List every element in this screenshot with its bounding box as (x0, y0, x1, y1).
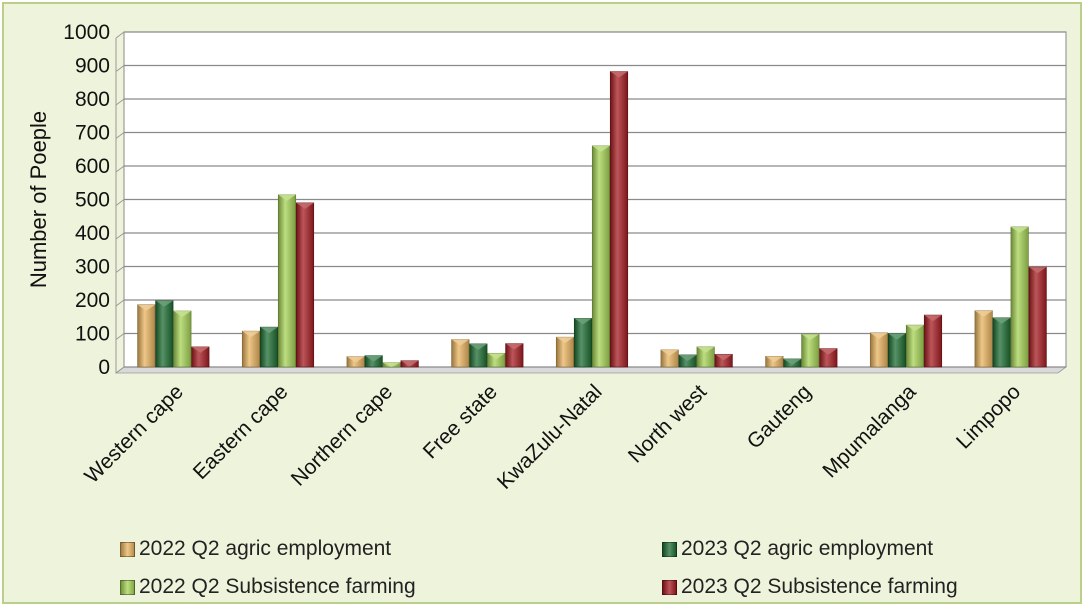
gridline-depth (115, 165, 125, 173)
bar (1028, 266, 1047, 368)
gridline-depth (115, 266, 125, 273)
bar-cap (870, 332, 888, 339)
bar-cap (155, 300, 174, 307)
x-tick-label: KwaZulu-Natal (493, 380, 607, 494)
bar (609, 71, 629, 368)
x-tick-label: Mpumalanga (818, 380, 920, 482)
bar-cap (487, 353, 506, 360)
bar-cap (400, 360, 419, 367)
bar-cap (1010, 226, 1029, 233)
y-tick-label: 900 (75, 55, 110, 78)
bar-cap (992, 317, 1011, 324)
bar-cap (714, 354, 733, 361)
bar (173, 310, 192, 368)
bar-cap (1028, 267, 1047, 274)
bar-cap (696, 346, 715, 353)
bar-cap (924, 315, 942, 322)
bar-cap (242, 331, 260, 338)
y-tick-label: 700 (75, 122, 110, 145)
bar-cap (137, 304, 156, 311)
gridline-depth (115, 31, 125, 39)
bar-cap (505, 343, 524, 350)
bar-cap (451, 339, 470, 346)
bar (923, 314, 943, 368)
bar-cap (888, 333, 906, 340)
bar (974, 310, 993, 368)
x-tick-label: Free state (419, 380, 502, 463)
y-tick-label: 100 (75, 323, 110, 346)
gridline-depth (115, 199, 125, 206)
bar-cap (556, 337, 574, 344)
bar-cap (191, 346, 210, 353)
bar-cap (801, 334, 820, 341)
gridline-depth (115, 232, 125, 240)
bar-cap (296, 202, 314, 209)
bar (155, 300, 174, 368)
bar-cap (364, 355, 383, 362)
bar-cap (660, 349, 679, 356)
y-tick-label: 500 (75, 189, 110, 212)
bar (295, 202, 315, 368)
bar-cap (678, 354, 697, 361)
gridline-depth (115, 98, 125, 106)
bar-cap (173, 311, 192, 318)
bar-cap (974, 310, 993, 317)
x-tick-label: Western cape (80, 380, 188, 488)
bar-cap (260, 327, 278, 334)
y-axis-title: Number of Poeple (26, 111, 51, 288)
gridline-depth (115, 299, 125, 307)
bar-cap (382, 362, 401, 367)
gridline-depth (115, 132, 125, 139)
bar-cap (469, 343, 488, 350)
bar (905, 324, 925, 368)
bar-cap (346, 356, 365, 363)
bar (137, 304, 156, 368)
x-tick-label: Gauteng (743, 380, 816, 453)
x-tick-label: Eastern cape (189, 380, 293, 484)
bar-cap (906, 325, 924, 332)
x-tick-label: Northern cape (287, 380, 397, 490)
y-tick-label: 600 (75, 155, 110, 178)
bar-cap (783, 358, 802, 365)
bar (992, 317, 1011, 368)
plot-floor (114, 366, 1068, 374)
y-tick-label: 1000 (63, 21, 110, 44)
bar (573, 318, 593, 368)
y-tick-label: 0 (98, 356, 110, 379)
bar (1010, 226, 1029, 368)
bar-cap (574, 318, 592, 325)
gridline-depth (115, 333, 125, 340)
gridline-depth (115, 65, 125, 72)
gridline-depth (115, 366, 125, 374)
x-tick-label: Limpopo (952, 380, 1025, 453)
bar-cap (592, 145, 610, 152)
bar-cap (278, 194, 296, 201)
x-tick-label: North west (624, 380, 711, 467)
bar (277, 194, 297, 368)
y-tick-label: 300 (75, 256, 110, 279)
y-tick-label: 800 (75, 88, 110, 111)
bar-cap (610, 71, 628, 78)
y-tick-label: 200 (75, 289, 110, 312)
bar-cap (819, 348, 838, 355)
bar-cap (765, 356, 784, 363)
y-tick-label: 400 (75, 222, 110, 245)
bar (591, 145, 611, 368)
